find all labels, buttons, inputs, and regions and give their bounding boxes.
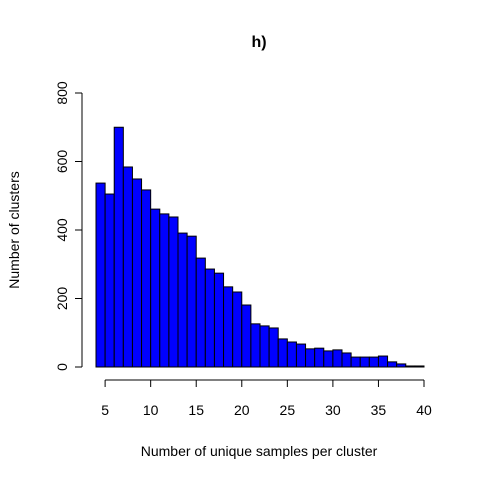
x-tick-label: 40 xyxy=(416,402,432,418)
bar xyxy=(359,356,370,368)
bar xyxy=(250,323,261,368)
x-tick-label: 5 xyxy=(101,402,109,418)
x-tick-label: 35 xyxy=(371,402,387,418)
bar xyxy=(195,257,206,368)
y-tick-label: 600 xyxy=(54,150,70,174)
bar xyxy=(232,291,243,368)
x-axis-label: Number of unique samples per cluster xyxy=(141,443,378,459)
bar xyxy=(241,304,252,368)
x-tick-label: 10 xyxy=(143,402,159,418)
bar xyxy=(377,355,389,368)
bar xyxy=(113,126,124,368)
bar xyxy=(350,356,361,368)
bar xyxy=(168,216,179,368)
x-tick-label: 30 xyxy=(325,402,341,418)
bar xyxy=(387,361,398,368)
x-tick-label: 15 xyxy=(188,402,204,418)
bar xyxy=(213,272,225,368)
y-axis-label: Number of clusters xyxy=(6,171,22,288)
y-tick-label: 400 xyxy=(54,218,70,242)
bar xyxy=(268,327,279,368)
bar xyxy=(277,338,288,368)
bar xyxy=(314,347,325,368)
y-tick-label: 800 xyxy=(54,81,70,105)
bar xyxy=(204,268,215,368)
bar xyxy=(131,178,143,368)
bar xyxy=(305,348,316,368)
bar xyxy=(332,349,343,368)
bar xyxy=(259,325,270,368)
y-tick-label: 200 xyxy=(54,287,70,311)
bar xyxy=(396,363,407,368)
bar xyxy=(141,189,152,368)
bar xyxy=(104,193,115,368)
bar xyxy=(323,350,334,368)
bar xyxy=(405,365,416,368)
bar xyxy=(286,341,297,368)
bar xyxy=(295,343,307,368)
chart-title: h) xyxy=(251,34,266,51)
bar xyxy=(223,286,234,368)
bar xyxy=(186,235,197,368)
x-tick-label: 25 xyxy=(280,402,296,418)
bar xyxy=(159,213,170,368)
bar xyxy=(177,232,188,368)
bar xyxy=(341,352,352,368)
y-tick-label: 0 xyxy=(54,363,70,371)
bar xyxy=(95,182,106,368)
bar xyxy=(414,365,425,368)
bar xyxy=(122,166,133,368)
x-tick-label: 20 xyxy=(234,402,250,418)
bar xyxy=(368,356,379,368)
bar xyxy=(150,208,161,368)
